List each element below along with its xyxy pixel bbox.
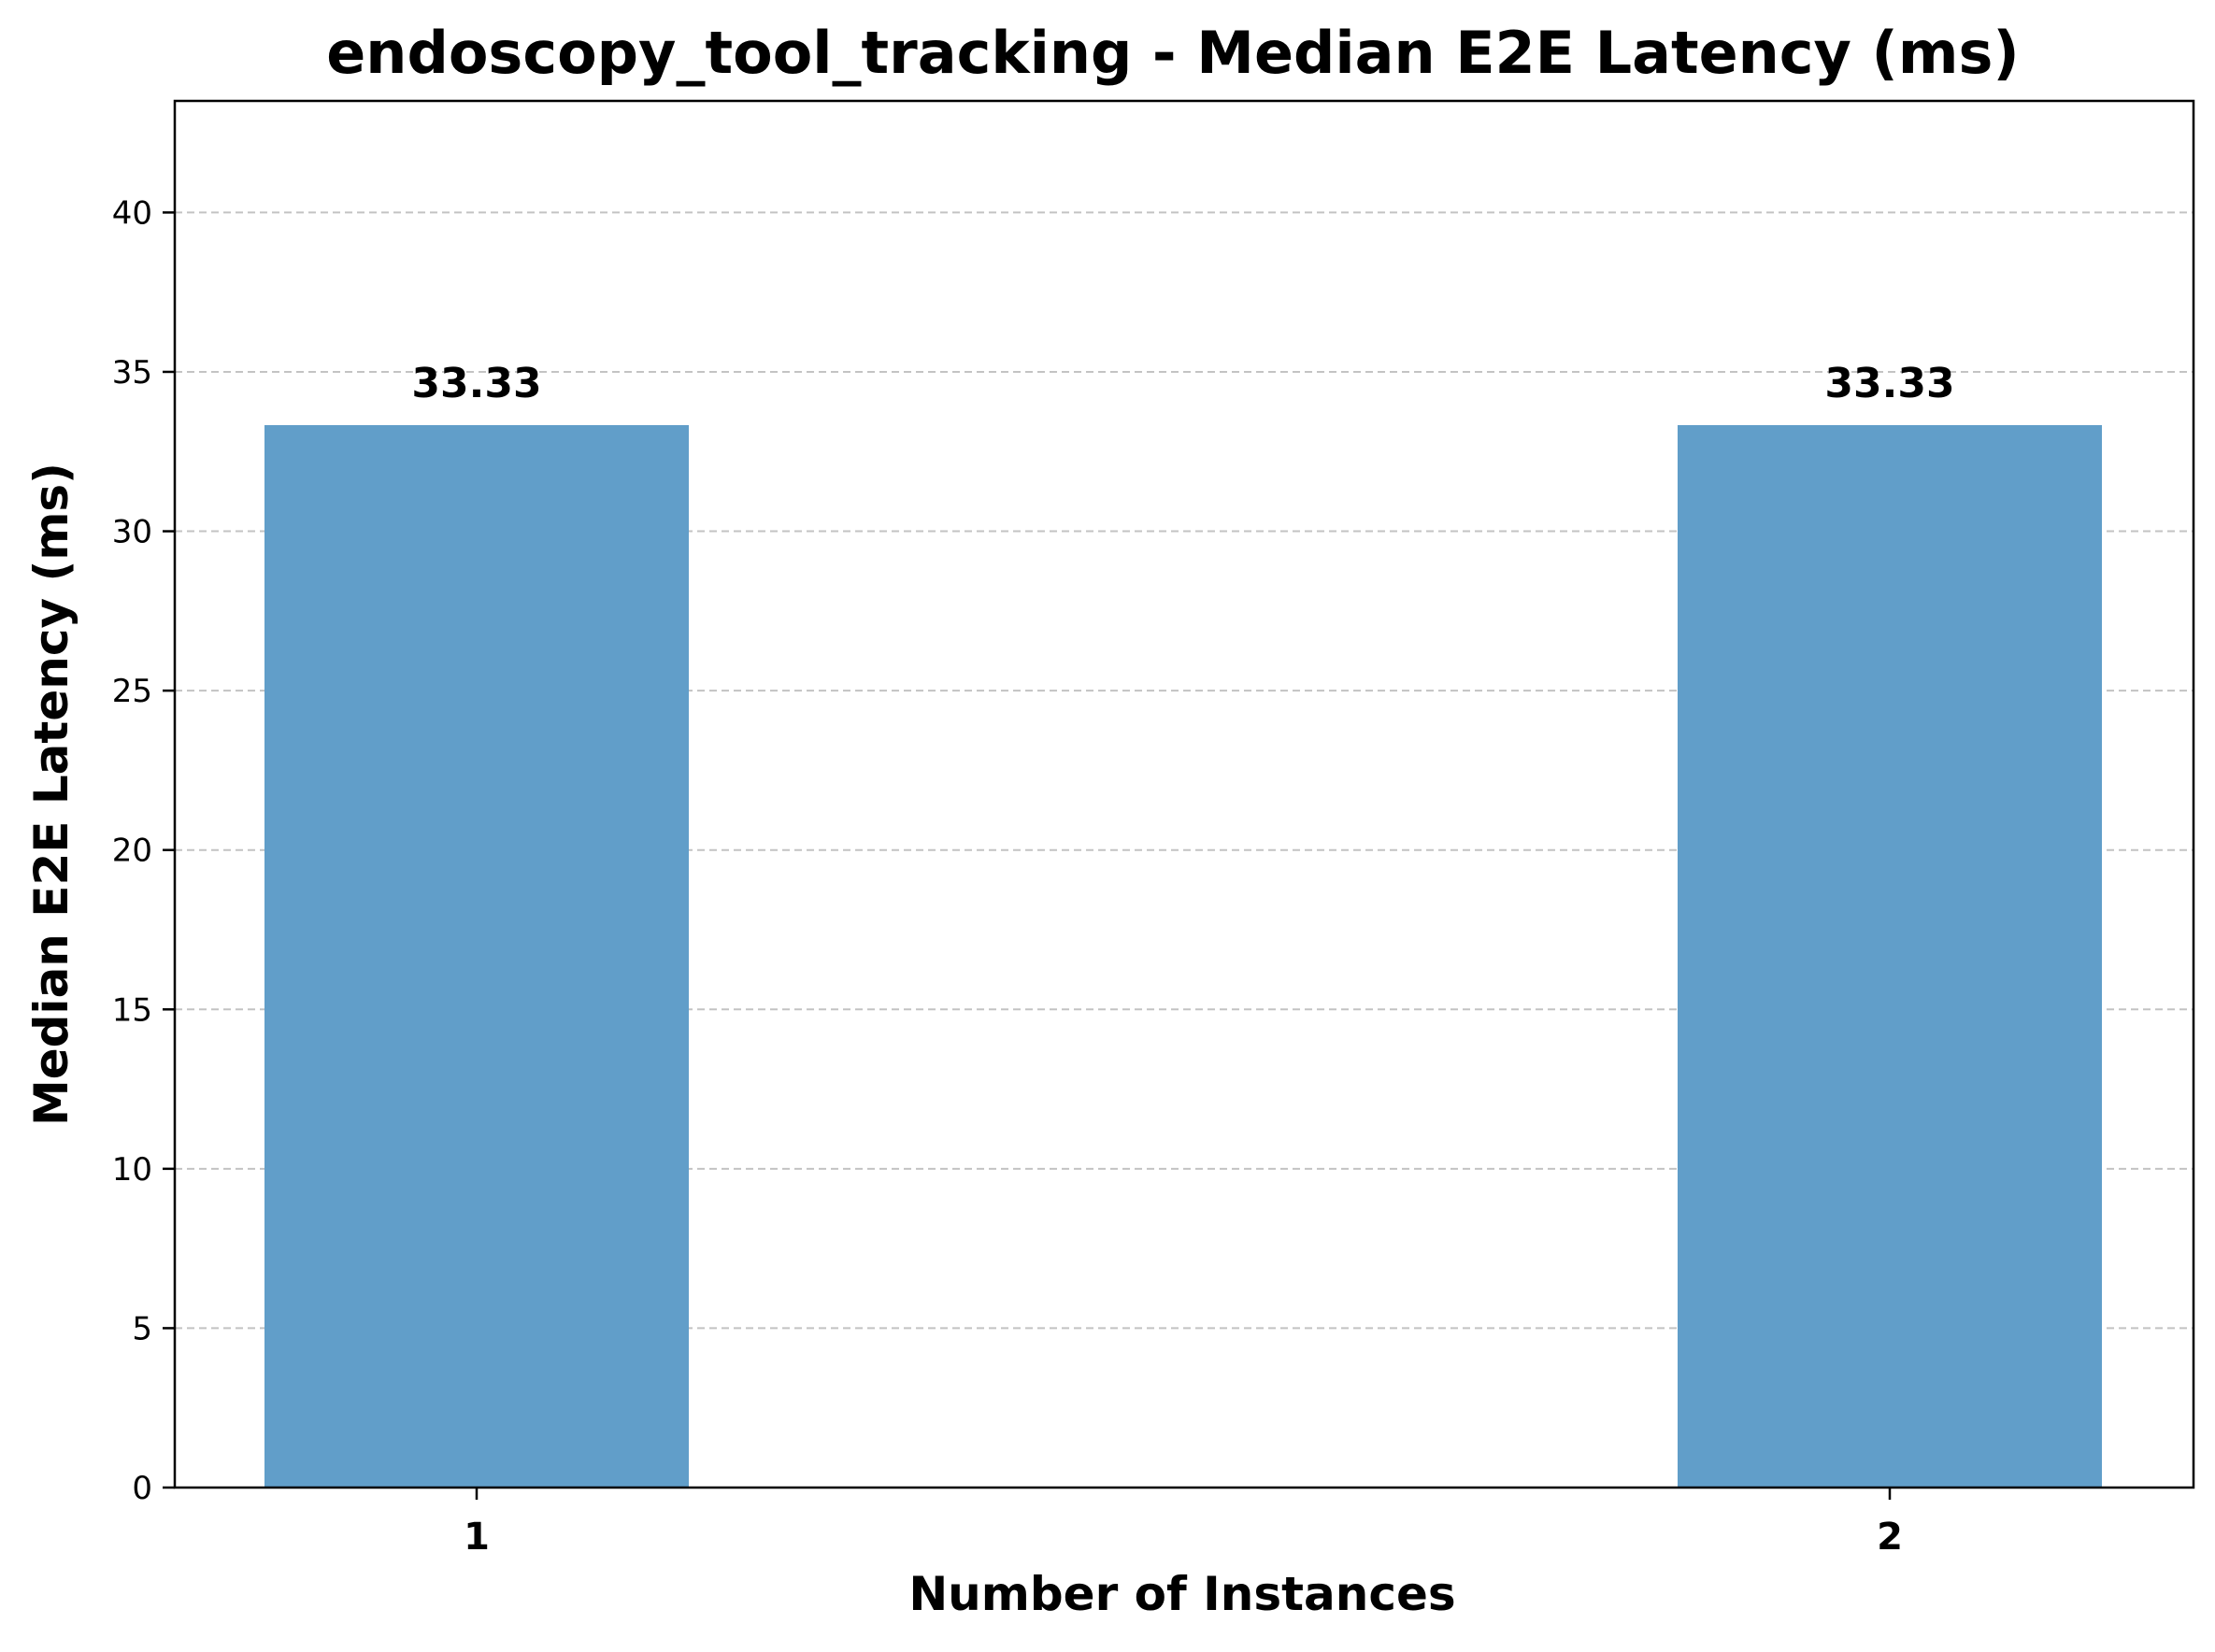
y-tick-label-30: 30: [112, 514, 152, 551]
y-tick-label-0: 0: [132, 1470, 152, 1507]
y-tick-label-35: 35: [112, 354, 152, 392]
y-tick-label-40: 40: [112, 194, 152, 232]
plot-frame: [173, 99, 2195, 1489]
y-tick-label-20: 20: [112, 833, 152, 870]
chart-title: endoscopy_tool_tracking - Median E2E Lat…: [326, 19, 2019, 87]
y-axis-label: Median E2E Latency (ms): [24, 463, 79, 1126]
data-labels: 33.33 33.33: [411, 360, 1954, 407]
bars: [264, 424, 2102, 1488]
bar-1: [264, 424, 689, 1488]
y-tick-label-5: 5: [132, 1310, 152, 1347]
y-tick-label-15: 15: [112, 991, 152, 1029]
data-label-1: 33.33: [411, 360, 541, 407]
x-axis-label: Number of Instances: [908, 1567, 1455, 1621]
y-tick-label-10: 10: [112, 1151, 152, 1189]
y-axis-ticks: 0 5 10 15 20 25 30 35 40: [112, 194, 175, 1507]
x-tick-label-1: 1: [464, 1516, 490, 1559]
y-tick-label-25: 25: [112, 673, 152, 710]
bar-2: [1678, 424, 2102, 1488]
data-label-2: 33.33: [1824, 360, 1954, 407]
x-tick-label-2: 2: [1877, 1516, 1903, 1559]
